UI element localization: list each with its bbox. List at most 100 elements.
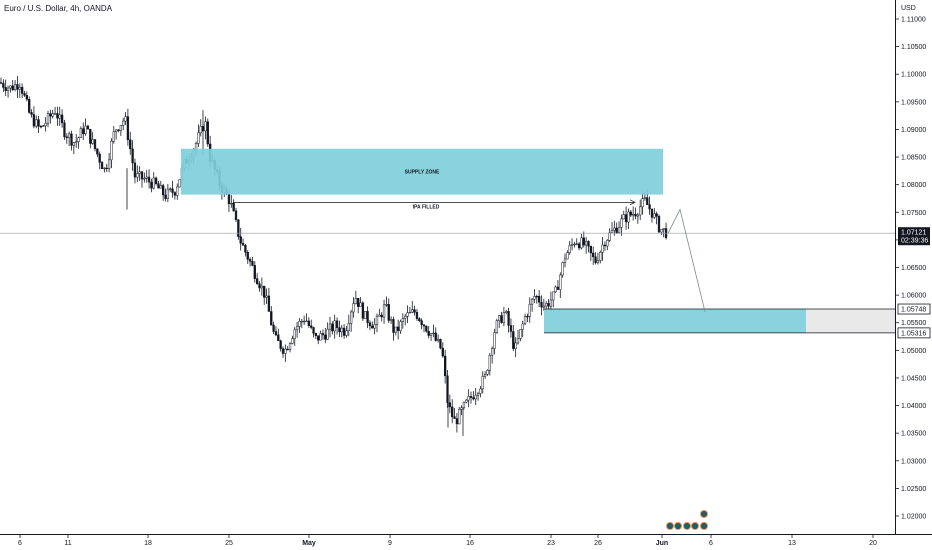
economic-event-icon[interactable] <box>673 521 683 531</box>
candle-body <box>596 260 600 263</box>
candle-body <box>274 331 278 336</box>
candle-body <box>460 407 463 410</box>
candle-body <box>150 181 153 189</box>
candle-body <box>528 303 531 317</box>
candle-body <box>9 85 12 89</box>
candle-body <box>476 393 480 396</box>
candle-body <box>234 210 238 220</box>
candle-body <box>39 126 43 128</box>
candle-body <box>350 311 353 324</box>
projection-path[interactable] <box>667 208 706 312</box>
candle-body <box>25 95 29 100</box>
chart-title: Euro / U.S. Dollar, 4h, OANDA <box>4 4 113 13</box>
candle-body <box>603 244 607 247</box>
candle-body <box>44 122 47 127</box>
candle-body <box>291 338 294 344</box>
candle-body <box>122 120 125 126</box>
candle-body <box>143 178 146 180</box>
ipa-filled-label: IPA FILLED <box>413 204 440 210</box>
candle-body <box>103 167 106 170</box>
candle-body <box>655 213 658 217</box>
candle-body <box>394 326 397 333</box>
candle-body <box>239 236 242 244</box>
candle-body <box>538 296 541 303</box>
candle-body <box>75 141 78 143</box>
price-tick-label: 1.04500 <box>901 375 926 382</box>
candle-body <box>333 320 336 332</box>
candle-body <box>660 229 663 233</box>
candle-body <box>361 302 365 319</box>
economic-event-icon[interactable] <box>682 521 692 531</box>
overlays-group: IPA FILLED <box>0 199 895 531</box>
candle-body <box>258 283 261 289</box>
candle-body <box>65 136 68 138</box>
candle-body <box>622 214 625 220</box>
time-tick-label: 16 <box>466 540 474 547</box>
candle-body <box>624 214 628 223</box>
supply-zone-label: SUPPLY ZONE <box>405 170 440 176</box>
candle-body <box>512 331 515 349</box>
economic-event-icon[interactable] <box>665 521 675 531</box>
candle-body <box>206 121 209 145</box>
economic-event-icon[interactable] <box>690 521 700 531</box>
candle-body <box>204 121 207 132</box>
candle-body <box>418 318 421 321</box>
economic-event-icon[interactable] <box>699 521 709 531</box>
candle-body <box>32 114 36 127</box>
candle-body <box>53 113 57 115</box>
candle-body <box>37 119 40 127</box>
candle-body <box>77 137 80 143</box>
candle-body <box>519 329 522 339</box>
candle-body <box>585 241 588 246</box>
candle-body <box>639 206 642 216</box>
candle-body <box>286 348 289 351</box>
candle-body <box>523 315 527 325</box>
candle-body <box>126 116 130 141</box>
candle-body <box>566 252 569 260</box>
candle-body <box>610 230 614 234</box>
time-axis[interactable]: 6 11 18 25 May 9 16 23 26 Jun 6 13 20 <box>0 534 932 547</box>
demand-zone-extension <box>806 309 895 333</box>
candle-body <box>314 333 318 336</box>
candle-body <box>352 303 355 313</box>
candle-body <box>594 256 597 263</box>
time-tick-label: 9 <box>388 540 392 547</box>
candle-body <box>347 323 350 332</box>
candle-body <box>357 297 360 307</box>
candle-body <box>632 213 635 216</box>
candle-body <box>533 296 536 300</box>
price-tick-label: 1.10000 <box>901 72 926 79</box>
candle-body <box>138 171 141 174</box>
candle-body <box>93 139 97 150</box>
candle-body <box>124 116 127 122</box>
candle-body <box>237 219 240 237</box>
current-price-value: 1.07121 <box>901 230 926 237</box>
candle-body <box>563 258 567 263</box>
demand-zone[interactable] <box>544 309 806 333</box>
candle-body <box>354 297 358 304</box>
candle-body <box>157 183 160 189</box>
candle-body <box>653 213 656 218</box>
candle-body <box>495 320 499 333</box>
candle-body <box>60 114 64 124</box>
candle-body <box>493 332 496 349</box>
supply-zone[interactable] <box>181 148 663 195</box>
candle-body <box>241 243 245 246</box>
candle-body <box>380 314 383 318</box>
candle-body <box>110 140 113 161</box>
candle-body <box>6 87 10 92</box>
candle-body <box>98 153 101 163</box>
candle-body <box>284 348 287 354</box>
candle-body <box>0 82 3 84</box>
candle-body <box>340 327 343 333</box>
candle-body <box>453 416 456 419</box>
economic-event-icon[interactable] <box>699 509 709 519</box>
candle-body <box>657 216 661 233</box>
price-axis[interactable]: USD 1.11000 1.10500 1.10000 1.09500 1.09000 1.… <box>895 0 931 534</box>
candle-body <box>406 312 409 317</box>
price-tick-label: 1.05000 <box>901 348 926 355</box>
price-tick-label: 1.07500 <box>901 210 926 217</box>
candle-body <box>28 99 31 113</box>
candle-body <box>483 373 487 377</box>
